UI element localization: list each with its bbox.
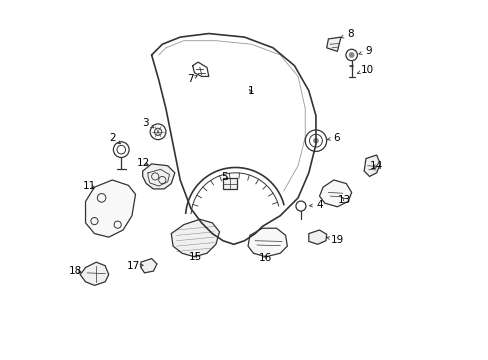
Text: 11: 11 [83, 181, 96, 191]
Polygon shape [308, 230, 326, 244]
Text: 9: 9 [358, 46, 371, 56]
Bar [223, 178, 237, 189]
Text: 2: 2 [109, 133, 120, 144]
Circle shape [348, 52, 354, 58]
Text: 15: 15 [188, 252, 202, 262]
Text: 18: 18 [69, 266, 82, 276]
Text: 10: 10 [357, 65, 373, 75]
Polygon shape [80, 262, 108, 285]
Text: 4: 4 [309, 200, 322, 210]
Polygon shape [319, 180, 351, 207]
Text: 17: 17 [126, 261, 143, 271]
Polygon shape [142, 164, 175, 189]
Polygon shape [364, 155, 380, 176]
Polygon shape [141, 258, 157, 273]
Polygon shape [171, 219, 219, 257]
Text: 14: 14 [369, 161, 383, 171]
Polygon shape [247, 228, 287, 257]
Text: 6: 6 [327, 133, 339, 143]
Text: 8: 8 [340, 29, 353, 39]
Circle shape [312, 138, 318, 144]
Text: 12: 12 [137, 158, 150, 168]
Text: 5: 5 [221, 172, 228, 182]
Polygon shape [85, 180, 135, 237]
Text: 16: 16 [258, 252, 271, 262]
Text: 13: 13 [337, 195, 350, 204]
Text: 1: 1 [247, 86, 254, 96]
Text: 3: 3 [142, 118, 154, 128]
Text: 19: 19 [326, 235, 343, 245]
Polygon shape [326, 37, 340, 51]
Text: 7: 7 [186, 74, 197, 84]
